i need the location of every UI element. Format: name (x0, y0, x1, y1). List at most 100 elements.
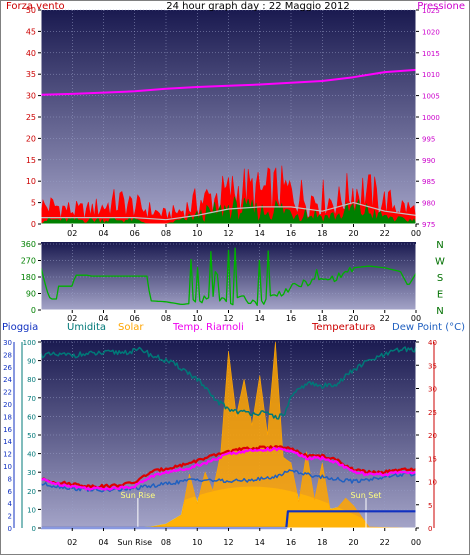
panel2-x-tick-label: 14 (255, 314, 265, 323)
panel1-x-tick-label: 02 (67, 229, 77, 238)
legend-temperatura: Temperatura (311, 322, 376, 333)
rain-tick-label: 2 (8, 513, 12, 521)
panel2-x-tick-label: 12 (223, 314, 233, 323)
panel1-left-tick-label: 45 (26, 27, 36, 36)
panel1-right-tick-label: 975 (422, 221, 435, 229)
temp-riarnoli-line (40, 446, 417, 491)
panel1-right-tick-label: 1010 (422, 71, 440, 79)
humidity-tick-label: 90 (27, 358, 36, 366)
panel1-right-tick-label: 1000 (422, 114, 440, 122)
panel3-x-tick-label: 22 (380, 538, 390, 547)
panel3-x-tick-label: 14 (255, 538, 265, 547)
panel2-left-tick-label: 180 (21, 273, 36, 282)
legend-pioggia: Pioggia (2, 322, 38, 333)
panel3-x-tick-label: 02 (67, 538, 77, 547)
panel1-right-tick-label: 1015 (422, 50, 440, 58)
panel1-right-tick-label: 980 (422, 200, 435, 208)
rain-tick-label: 20 (3, 401, 12, 409)
panel2-left-tick-label: 360 (21, 240, 36, 249)
right-axis-label: Pressione (417, 1, 465, 12)
panel1-left-tick-label: 40 (26, 49, 36, 58)
temperature-humidity-chart: Sun Rise Sun Set0246810121416182022242628… (3, 339, 437, 547)
panel1-right-tick-label: 1020 (422, 28, 440, 36)
humidity-tick-label: 80 (27, 376, 36, 384)
temperature-tick-label: 40 (428, 339, 437, 347)
rain-tick-label: 12 (3, 451, 12, 459)
panel3-x-tick-label: 10 (192, 538, 202, 547)
legend-umidita: Umidita (67, 322, 106, 333)
sun-rise-label: Sun Rise (121, 491, 156, 500)
panel1-x-tick-label: 06 (130, 229, 140, 238)
rain-tick-label: 10 (3, 463, 12, 471)
rain-tick-label: 22 (3, 389, 12, 397)
panel2-x-tick-label: 16 (286, 314, 296, 323)
humidity-tick-label: 10 (27, 506, 36, 514)
panel1-left-tick-label: 30 (26, 92, 36, 101)
panel1-x-tick-label: 18 (317, 229, 327, 238)
compass-label: W (435, 257, 445, 268)
panel1-x-tick-label: 22 (380, 229, 390, 238)
rain-tick-label: 26 (3, 364, 12, 372)
panel1-x-tick-label: 10 (192, 229, 202, 238)
chart-title: 24 hour graph day : 22 Maggio 2012 (166, 1, 349, 12)
wind-pressure-chart: 0510152025303540455097598098599099510001… (26, 6, 440, 238)
panel1-right-tick-label: 1005 (422, 93, 440, 101)
temperature-tick-label: 20 (428, 432, 437, 440)
panel3-x-tick-label: 18 (317, 538, 327, 547)
panel2-x-tick-label: 10 (192, 314, 202, 323)
legend-dew-point: Dew Point (°C) (392, 322, 465, 333)
panel1-left-tick-label: 0 (31, 220, 36, 229)
panel2-left-tick-label: 0 (31, 306, 36, 315)
wind-speed-area (40, 165, 417, 225)
panel3-x-tick-label: Sun Rise (117, 538, 152, 547)
rain-tick-label: 18 (3, 413, 12, 421)
legend-temp-riarnoli: Temp. Riarnoli (172, 322, 244, 333)
temperature-tick-label: 25 (428, 409, 437, 417)
panel2-x-tick-label: 22 (380, 314, 390, 323)
panel1-left-tick-label: 25 (26, 113, 36, 122)
panel1-right-tick-label: 985 (422, 178, 435, 186)
panel2-x-tick-label: 20 (348, 314, 358, 323)
panel1-left-tick-label: 50 (26, 6, 36, 15)
panel1-x-tick-label: 14 (255, 229, 265, 238)
sun-set-label: Sun Set (351, 491, 382, 500)
rain-tick-label: 30 (3, 339, 12, 347)
panel3-x-tick-label: 20 (348, 538, 358, 547)
rain-tick-label: 6 (8, 488, 13, 496)
panel2-left-tick-label: 270 (21, 257, 36, 266)
rain-tick-label: 24 (3, 376, 12, 384)
panel1-x-tick-label: 12 (223, 229, 233, 238)
humidity-line (40, 346, 417, 420)
panel2-x-tick-label: 18 (317, 314, 327, 323)
panel3-x-tick-label: 16 (286, 538, 296, 547)
temperature-tick-label: 15 (428, 455, 437, 463)
panel1-left-tick-label: 35 (26, 70, 36, 79)
panel2-x-tick-label: 02 (67, 314, 77, 323)
humidity-tick-label: 50 (27, 432, 36, 440)
temperature-tick-label: 0 (428, 525, 432, 533)
wind-low-area (40, 196, 417, 225)
temperature-tick-label: 30 (428, 386, 437, 394)
temperature-tick-label: 10 (428, 479, 437, 487)
panel1-x-tick-label: 20 (348, 229, 358, 238)
humidity-tick-label: 0 (32, 525, 36, 533)
panel2-left-tick-label: 90 (26, 290, 36, 299)
compass-label: E (437, 290, 443, 301)
humidity-tick-label: 100 (23, 339, 36, 347)
panel1-left-tick-label: 5 (31, 199, 36, 208)
panel1-x-tick-label: 16 (286, 229, 296, 238)
temperature-tick-label: 35 (428, 362, 437, 370)
temperature-tick-label: 5 (428, 502, 432, 510)
panel2-x-tick-label: 00 (411, 314, 421, 323)
humidity-tick-label: 20 (27, 488, 36, 496)
humidity-tick-label: 70 (27, 395, 36, 403)
rain-tick-label: 28 (3, 351, 12, 359)
left-axis-label: Forza vento (6, 1, 65, 12)
humidity-tick-label: 30 (27, 469, 36, 477)
legend-solar: Solar (118, 322, 144, 333)
panel1-right-tick-label: 1025 (422, 7, 440, 15)
compass-label: S (437, 273, 443, 284)
dewpoint-line (40, 469, 417, 493)
